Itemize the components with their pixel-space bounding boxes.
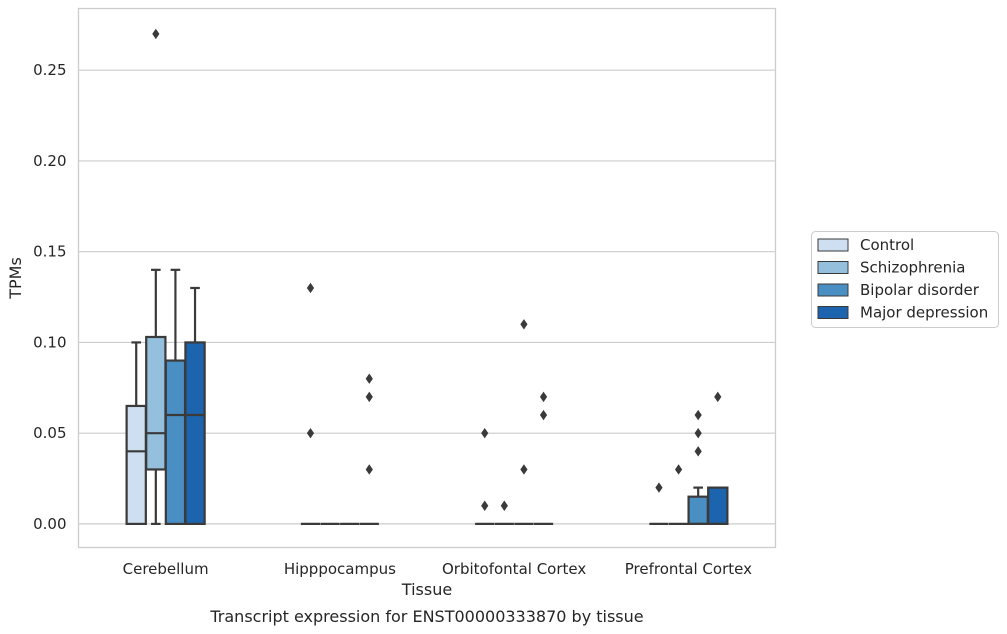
box [164, 359, 187, 526]
y-tick-label: 0.00 [33, 515, 66, 533]
y-tick-labels: 0.00 0.05 0.10 0.15 0.20 0.25 [33, 61, 66, 533]
box-bipolar-disorder [687, 409, 709, 526]
outlier-point [520, 319, 528, 330]
y-tick-label: 0.20 [33, 152, 66, 170]
box [687, 495, 709, 526]
legend-swatch [817, 261, 849, 274]
outlier-point [714, 391, 722, 403]
box-control [649, 482, 669, 526]
y-tick-label: 0.15 [33, 243, 66, 261]
legend-swatch [817, 306, 849, 319]
legend-swatch [817, 238, 849, 252]
outlier-point [365, 464, 373, 475]
outlier-point [674, 464, 683, 475]
outlier-point [365, 391, 373, 403]
plot-frame [77, 7, 777, 549]
x-tick-label: Cerebellum [123, 560, 209, 578]
outlier-point [306, 427, 315, 439]
box-major-depression [533, 391, 554, 526]
box-control [300, 282, 321, 526]
box-schizophrenia [668, 464, 689, 526]
y-tick-label: 0.10 [33, 333, 66, 351]
legend-frame [811, 231, 999, 328]
outlier-point [694, 427, 702, 439]
legend-label: Bipolar disorder [860, 281, 980, 299]
outlier-point [481, 500, 489, 511]
outlier-point [694, 409, 702, 421]
y-tick-label: 0.05 [33, 424, 66, 442]
box-bipolar-disorder [514, 319, 534, 526]
x-tick-label: Hipppocampus [284, 560, 396, 578]
x-tick-label: Orbitofontal Cortex [442, 560, 586, 578]
y-axis-label: TPMs [6, 257, 25, 300]
outlier-point [152, 28, 160, 40]
outlier-point [539, 409, 548, 421]
outlier-point [520, 464, 528, 475]
x-tick-label: Prefrontal Cortex [625, 560, 752, 578]
legend-label: Schizophrenia [860, 259, 965, 277]
outlier-point [539, 391, 548, 403]
x-axis-label: Tissue [401, 580, 452, 599]
legend: Control Schizophrenia Bipolar disorder Majo… [811, 231, 999, 328]
box-major-depression [359, 373, 379, 526]
box-major-depression [184, 286, 206, 526]
legend-label: Major depression [860, 304, 988, 322]
box-control [475, 427, 495, 526]
legend-swatch [817, 283, 849, 297]
box [707, 486, 729, 526]
legend-label: Control [860, 236, 914, 254]
box [145, 335, 167, 471]
outlier-point [500, 500, 508, 511]
y-tick-label: 0.25 [33, 61, 66, 79]
outlier-point [655, 482, 663, 493]
outlier-point [306, 282, 315, 294]
box-control [125, 341, 147, 526]
outlier-point [481, 427, 489, 439]
chart-caption: Transcript expression for ENST0000033387… [209, 607, 643, 626]
box-schizophrenia [145, 28, 167, 526]
box-bipolar-disorder [164, 268, 187, 526]
box-major-depression [707, 391, 729, 526]
box-groups [125, 28, 729, 526]
x-tick-labels: Cerebellum Hipppocampus Orbitofontal Corte… [123, 560, 752, 578]
outlier-point [694, 446, 702, 457]
box-schizophrenia [494, 500, 514, 526]
box [125, 404, 147, 526]
box [184, 341, 206, 526]
outlier-point [365, 373, 373, 384]
